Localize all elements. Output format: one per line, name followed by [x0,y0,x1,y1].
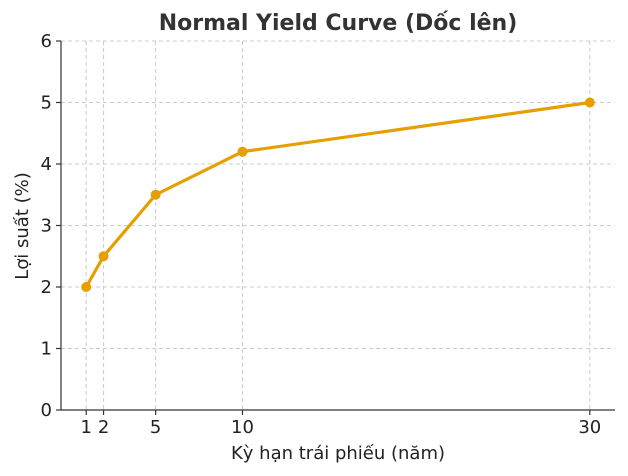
x-tick-label: 1 [80,417,91,438]
y-axis-label: Lợi suất (%) [12,172,33,280]
y-tick-label: 2 [41,277,52,298]
data-point [81,282,92,292]
x-tick-label: 10 [231,417,254,438]
y-tick-label: 4 [41,154,52,175]
series-line [84,100,592,289]
y-tick-label: 1 [41,339,52,360]
data-point [150,189,161,200]
y-tick-label: 0 [41,400,52,421]
grid-layer [61,40,615,410]
x-tick-label: 5 [150,417,161,438]
x-tick-label: 2 [98,417,109,438]
data-point [584,97,595,108]
x-axis-label: Kỳ hạn trái phiếu (năm) [231,443,445,464]
y-tick-label: 5 [41,93,52,114]
data-point [98,251,109,262]
data-point [237,146,248,157]
series-layer [81,97,595,292]
y-tick-label: 6 [41,31,52,52]
x-tick-label: 30 [578,417,601,438]
chart-title: Normal Yield Curve (Dốc lên) [159,11,518,36]
y-tick-label: 3 [41,216,52,237]
